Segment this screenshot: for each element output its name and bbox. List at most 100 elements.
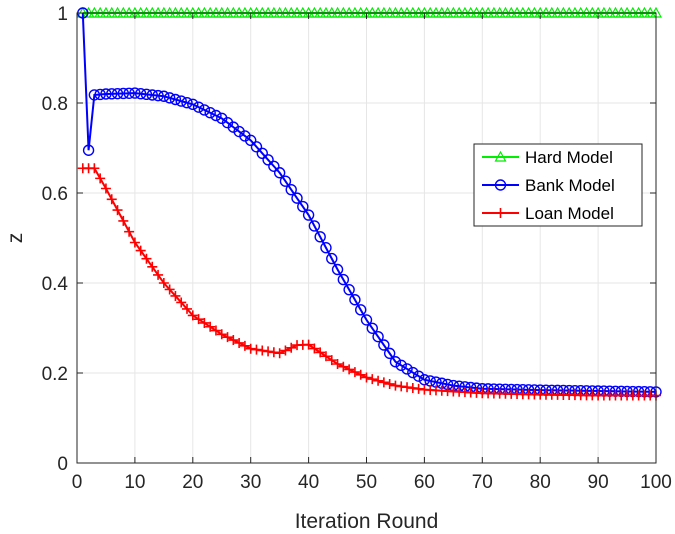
data-point-bank-model	[308, 220, 321, 232]
data-point-loan-model	[187, 310, 198, 321]
data-point-loan-model	[396, 381, 407, 392]
data-point-loan-model	[228, 335, 239, 346]
y-axis: 0 0.2 0.4 0.6 0.8 1	[42, 4, 656, 475]
legend: Hard Model Bank Model Loan Model	[473, 143, 643, 227]
data-point-loan-model	[413, 383, 424, 394]
data-point-bank-model	[372, 330, 384, 343]
data-point-loan-model	[280, 345, 291, 356]
data-point-loan-model	[222, 332, 233, 343]
x-tick-label: 80	[530, 472, 551, 493]
data-point-bank-model	[256, 147, 268, 160]
data-point-loan-model	[344, 364, 355, 375]
data-point-loan-model	[210, 325, 221, 336]
data-point-loan-model	[124, 226, 135, 237]
data-point-loan-model	[367, 374, 378, 385]
data-point-bank-model	[331, 263, 344, 276]
data-point-bank-model	[366, 322, 378, 334]
data-point-bank-model	[106, 88, 118, 100]
data-point-bank-model	[158, 90, 170, 102]
data-point-loan-model	[153, 269, 164, 280]
legend-marker-loan-model	[495, 208, 506, 218]
data-point-loan-model	[274, 348, 285, 359]
data-point-bank-model	[326, 252, 338, 265]
x-tick-label: 50	[356, 472, 377, 493]
data-point-loan-model	[182, 303, 193, 314]
x-tick-label: 30	[240, 472, 261, 493]
x-tick-label: 100	[640, 472, 672, 493]
data-point-loan-model	[141, 253, 152, 264]
data-point-bank-model	[146, 89, 158, 101]
data-point-loan-model	[234, 337, 245, 348]
x-tick-label: 0	[72, 472, 83, 493]
data-point-loan-model	[251, 344, 262, 355]
data-point-bank-model	[378, 339, 390, 351]
data-point-loan-model	[199, 317, 210, 328]
data-point-loan-model	[89, 163, 100, 174]
legend-marker-hard-model	[494, 150, 507, 162]
data-point-bank-model	[355, 304, 367, 316]
data-point-loan-model	[257, 345, 268, 356]
data-point-bank-model	[140, 88, 153, 101]
data-point-bank-model	[111, 87, 124, 100]
data-point-loan-model	[263, 346, 274, 357]
y-tick-label: 0	[57, 454, 68, 475]
x-axis-label: Iteration Round	[295, 510, 439, 533]
data-point-loan-model	[158, 278, 169, 288]
y-tick-label: 1	[57, 4, 68, 25]
data-point-bank-model	[152, 89, 164, 102]
x-tick-label: 60	[414, 472, 435, 493]
data-point-bank-model	[302, 209, 315, 221]
data-point-bank-model	[262, 154, 274, 166]
data-point-bank-model	[412, 370, 425, 382]
data-point-loan-model	[95, 173, 106, 184]
data-point-bank-model	[314, 231, 326, 243]
data-point-loan-model	[176, 297, 187, 308]
data-point-loan-model	[338, 361, 349, 372]
data-point-loan-model	[170, 290, 181, 301]
data-point-loan-model	[349, 367, 360, 378]
data-point-bank-model	[320, 242, 332, 254]
legend-marker-bank-model	[494, 179, 507, 191]
data-point-bank-model	[94, 88, 106, 101]
data-point-bank-model	[401, 363, 413, 375]
data-point-loan-model	[315, 347, 326, 358]
data-point-bank-model	[82, 144, 95, 156]
data-point-bank-model	[117, 87, 130, 100]
data-point-bank-model	[389, 356, 402, 368]
data-point-loan-model	[332, 359, 343, 369]
legend-entry-loan-model: Loan Model	[525, 204, 614, 223]
data-point-bank-model	[268, 160, 280, 172]
series-loan-model	[77, 163, 661, 401]
data-point-bank-model	[88, 89, 101, 101]
data-point-loan-model	[326, 355, 337, 366]
data-point-bank-model	[169, 93, 182, 106]
data-point-bank-model	[210, 109, 222, 122]
data-point-bank-model	[395, 359, 407, 372]
data-point-loan-model	[303, 339, 314, 350]
data-point-loan-model	[384, 378, 395, 389]
x-tick-label: 10	[124, 472, 145, 493]
y-tick-label: 0.8	[42, 94, 68, 115]
data-point-loan-model	[239, 340, 250, 351]
data-point-bank-model	[129, 87, 141, 99]
data-point-loan-model	[205, 321, 216, 332]
data-point-loan-model	[164, 284, 175, 295]
data-point-loan-model	[245, 343, 256, 354]
data-point-loan-model	[320, 351, 331, 362]
data-point-loan-model	[106, 194, 117, 205]
data-point-bank-model	[198, 104, 211, 116]
data-point-bank-model	[204, 107, 216, 119]
data-point-bank-model	[349, 294, 361, 306]
data-point-bank-model	[181, 97, 193, 109]
data-point-loan-model	[355, 369, 366, 380]
data-point-loan-model	[216, 329, 227, 340]
x-axis: 0 10 20 30 40 50 60 70 80 90 100	[72, 13, 672, 493]
data-point-loan-model	[193, 314, 204, 325]
data-point-bank-model	[407, 366, 419, 379]
data-point-loan-model	[100, 183, 111, 194]
data-point-loan-model	[286, 342, 297, 353]
legend-entry-bank-model: Bank Model	[525, 176, 615, 195]
legend-marks	[482, 150, 519, 218]
data-point-loan-model	[135, 245, 146, 256]
